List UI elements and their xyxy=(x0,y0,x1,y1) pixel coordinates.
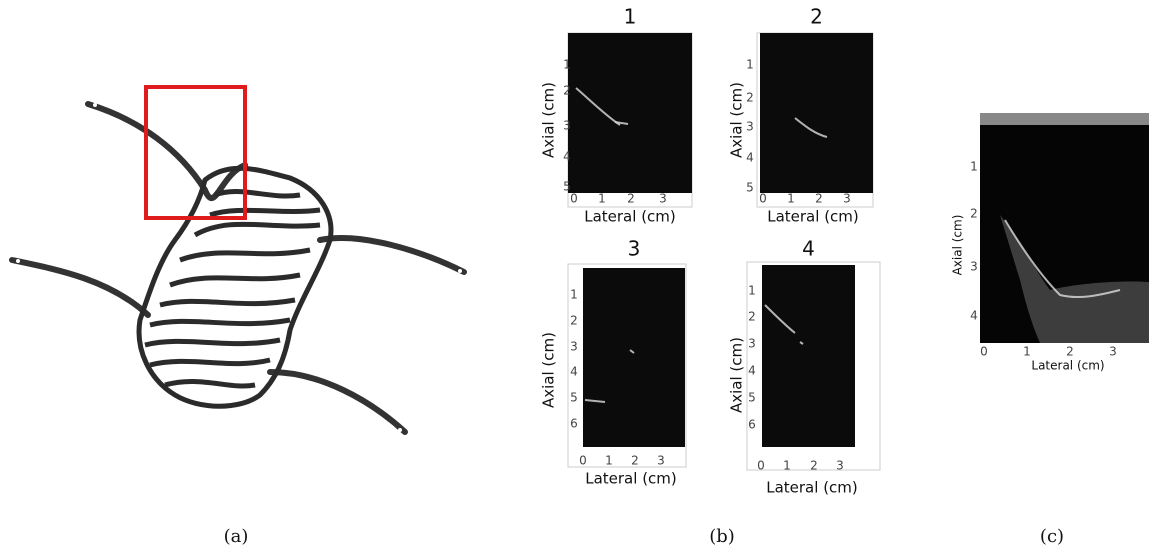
x-tick-label: 2 xyxy=(631,454,639,468)
y-tick-label: 4 xyxy=(748,364,756,378)
y-tick-label: 1 xyxy=(570,288,578,302)
x-tick-label: 1 xyxy=(598,192,606,206)
x-tick-label: 3 xyxy=(843,192,851,206)
y-tick-label: 4 xyxy=(746,151,754,165)
y-axis-label: Axial (cm) xyxy=(540,82,558,158)
ultrasound-image xyxy=(760,33,873,193)
y-axis-label: Axial (cm) xyxy=(728,82,746,158)
figure: (a) (b) (c) 1123450123Axial (cm)Lateral … xyxy=(0,0,1149,550)
y-tick-label: 3 xyxy=(746,120,754,134)
y-tick-label: 4 xyxy=(970,309,978,323)
y-tick-label: 3 xyxy=(570,340,578,354)
y-tick-label: 1 xyxy=(746,58,754,72)
x-tick-label: 3 xyxy=(836,459,844,473)
vessel-model xyxy=(12,87,464,432)
y-axis-label: Axial (cm) xyxy=(728,337,746,413)
highlight-box xyxy=(146,87,245,218)
y-tick-label: 3 xyxy=(748,337,756,351)
y-tick-label: 3 xyxy=(563,119,571,133)
x-tick-label: 1 xyxy=(1023,345,1031,359)
x-tick-label: 0 xyxy=(579,454,587,468)
y-tick-label: 2 xyxy=(970,207,978,221)
x-axis-label: Lateral (cm) xyxy=(766,479,858,497)
x-tick-label: 0 xyxy=(980,345,988,359)
y-tick-label: 2 xyxy=(748,310,756,324)
caption: (b) xyxy=(709,526,735,547)
x-tick-label: 3 xyxy=(657,454,665,468)
y-tick-label: 6 xyxy=(748,418,756,432)
y-tick-label: 2 xyxy=(746,91,754,105)
ultrasound-image xyxy=(762,265,855,447)
y-axis-label: Axial (cm) xyxy=(951,215,965,276)
y-tick-label: 1 xyxy=(970,160,978,174)
y-tick-label: 4 xyxy=(570,365,578,379)
image-top-band xyxy=(980,113,1149,125)
y-tick-label: 5 xyxy=(748,391,756,405)
subplot-title: 1 xyxy=(624,5,637,29)
subplot-title: 2 xyxy=(810,5,823,29)
x-tick-label: 0 xyxy=(759,192,767,206)
x-tick-label: 3 xyxy=(1109,345,1117,359)
x-axis-label: Lateral (cm) xyxy=(767,208,859,226)
subplot-title: 3 xyxy=(628,237,641,261)
y-tick-label: 5 xyxy=(746,181,754,195)
x-tick-label: 2 xyxy=(627,192,635,206)
y-tick-label: 5 xyxy=(570,391,578,405)
y-axis-label: Axial (cm) xyxy=(540,332,558,408)
y-tick-label: 1 xyxy=(748,284,756,298)
x-axis-label: Lateral (cm) xyxy=(1031,359,1104,373)
x-tick-label: 0 xyxy=(757,459,765,473)
x-tick-label: 2 xyxy=(1066,345,1074,359)
ultrasound-image xyxy=(568,33,692,193)
subplot-title: 4 xyxy=(802,237,815,261)
x-tick-label: 2 xyxy=(815,192,823,206)
y-tick-label: 2 xyxy=(563,84,571,98)
y-tick-label: 3 xyxy=(970,260,978,274)
caption: (a) xyxy=(224,526,249,547)
y-tick-label: 1 xyxy=(563,58,571,72)
x-tick-label: 1 xyxy=(787,192,795,206)
x-tick-label: 3 xyxy=(659,192,667,206)
y-tick-label: 4 xyxy=(563,150,571,164)
x-tick-label: 0 xyxy=(570,192,578,206)
x-axis-label: Lateral (cm) xyxy=(584,208,676,226)
x-tick-label: 1 xyxy=(783,459,791,473)
y-tick-label: 2 xyxy=(570,314,578,328)
x-tick-label: 2 xyxy=(810,459,818,473)
x-tick-label: 1 xyxy=(605,454,613,468)
caption: (c) xyxy=(1040,526,1064,547)
ultrasound-image xyxy=(583,268,685,447)
x-axis-label: Lateral (cm) xyxy=(585,470,677,488)
y-tick-label: 6 xyxy=(570,417,578,431)
